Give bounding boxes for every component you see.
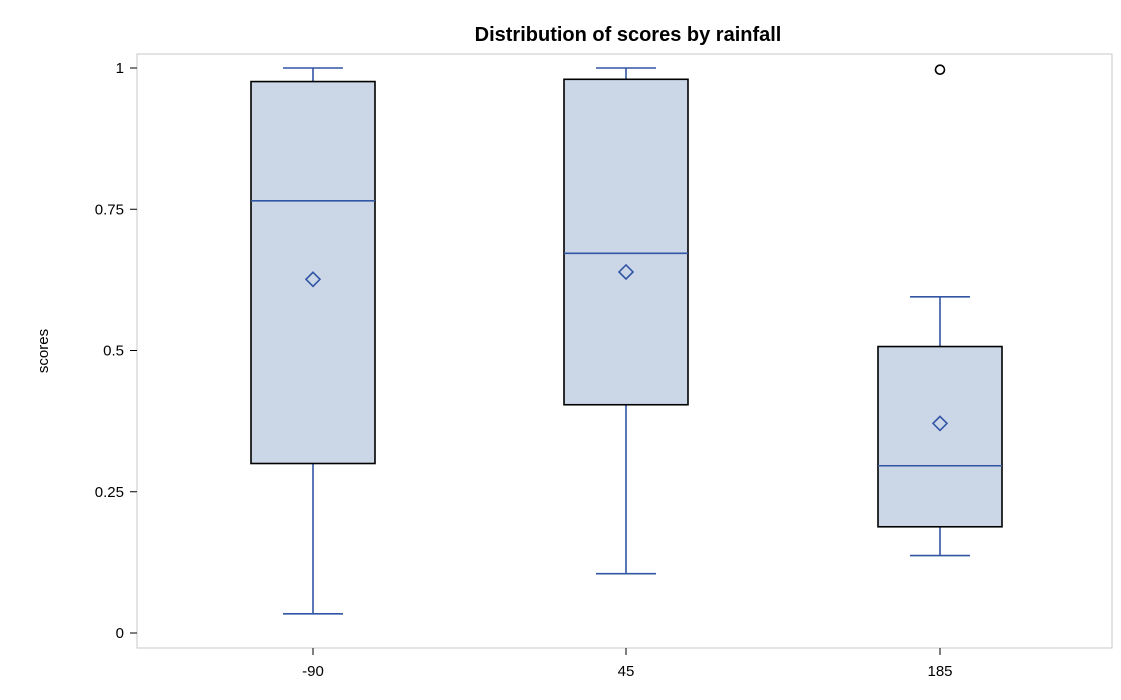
iqr-box — [877, 345, 1003, 528]
y-tick-label: 0.25 — [95, 484, 124, 501]
x-axis: -90 45 185 — [302, 648, 953, 680]
mean-marker — [617, 263, 635, 281]
box-45 — [563, 67, 689, 575]
chart-title: Distribution of scores by rainfall — [475, 24, 782, 46]
y-axis: 0 0.25 0.5 0.75 1 — [95, 60, 137, 642]
x-tick-label: 45 — [618, 663, 635, 680]
mean-marker — [304, 271, 322, 288]
y-axis-label: scores — [35, 329, 52, 373]
iqr-box — [563, 78, 689, 406]
mean-marker — [931, 415, 949, 432]
y-tick-label: 0 — [116, 625, 124, 642]
y-tick-label: 0.75 — [95, 201, 124, 218]
box--90 — [250, 67, 376, 615]
x-tick-label: 185 — [927, 663, 952, 680]
y-tick-label: 0.5 — [103, 343, 124, 360]
x-tick-label: -90 — [302, 663, 324, 680]
box-185 — [877, 64, 1003, 557]
boxes-group — [250, 64, 1003, 615]
y-tick-label: 1 — [116, 60, 124, 77]
outlier-point — [934, 64, 946, 75]
